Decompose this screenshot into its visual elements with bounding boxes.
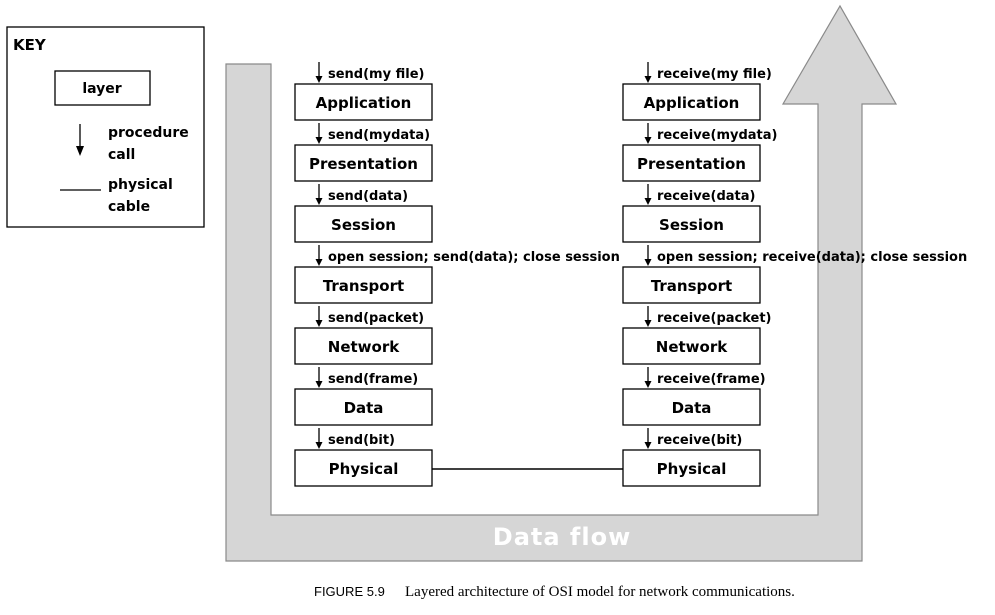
receiver-call-arrowhead-icon (644, 442, 652, 449)
key-procedure-arrowhead-icon (76, 146, 84, 156)
sender-procedure-call-label: send(my file) (328, 67, 424, 82)
sender-procedure-call-label: send(mydata) (328, 128, 430, 143)
key-cable-label-2: cable (108, 199, 150, 215)
data-flow-arrow: Data flow (225, 4, 898, 562)
receiver-call-arrowhead-icon (644, 381, 652, 388)
receiver-layer-label: Transport (651, 277, 732, 295)
receiver-call-arrowhead-icon (644, 198, 652, 205)
receiver-layer-box (622, 144, 761, 182)
figure-caption: FIGURE 5.9 Layered architecture of OSI m… (314, 584, 795, 600)
receiver-stack: receive(my file) Application receive(mydat… (622, 62, 967, 487)
key-layer-sample-box (54, 70, 151, 106)
key-frame (6, 26, 205, 228)
sender-layer-label: Application (316, 94, 412, 112)
caption-text: Layered architecture of OSI model for ne… (405, 584, 795, 600)
key-cable-label-1: physical (108, 177, 173, 193)
sender-call-arrowhead-icon (315, 442, 323, 449)
receiver-layer-box (622, 266, 761, 304)
receiver-layer-label: Network (656, 338, 728, 356)
receiver-procedure-call-label: receive(data) (657, 189, 755, 204)
data-flow-arrow-shape (225, 4, 898, 562)
caption-number: FIGURE 5.9 (314, 584, 385, 599)
sender-call-arrowhead-icon (315, 259, 323, 266)
sender-layer-label: Transport (323, 277, 404, 295)
receiver-layer-label: Physical (657, 460, 727, 478)
receiver-layer-box (622, 449, 761, 487)
key-title: KEY (13, 36, 47, 54)
receiver-call-arrowhead-icon (644, 76, 652, 83)
sender-layer-box (294, 83, 433, 121)
receiver-layer-box (622, 83, 761, 121)
key-legend: KEY layer procedure call physical cable (6, 26, 205, 228)
receiver-layer-label: Application (644, 94, 740, 112)
sender-stack: send(my file) Application send(mydata) Pres… (294, 62, 620, 487)
sender-procedure-call-label: open session; send(data); close session (328, 250, 620, 265)
receiver-procedure-call-label: receive(packet) (657, 311, 772, 326)
receiver-procedure-call-label: receive(mydata) (657, 128, 777, 143)
sender-layer-box (294, 266, 433, 304)
sender-call-arrowhead-icon (315, 381, 323, 388)
receiver-layer-box (622, 205, 761, 243)
sender-layer-label: Physical (329, 460, 399, 478)
sender-layer-box (294, 449, 433, 487)
sender-layer-label: Network (328, 338, 400, 356)
key-procedure-label-1: procedure (108, 125, 189, 141)
receiver-layer-label: Session (659, 216, 724, 234)
sender-call-arrowhead-icon (315, 76, 323, 83)
sender-layer-label: Session (331, 216, 396, 234)
sender-layer-label: Data (344, 399, 384, 417)
sender-procedure-call-label: send(data) (328, 189, 408, 204)
receiver-call-arrowhead-icon (644, 259, 652, 266)
receiver-layer-label: Presentation (637, 155, 746, 173)
key-procedure-label-2: call (108, 147, 135, 163)
key-layer-label: layer (82, 81, 121, 97)
sender-call-arrowhead-icon (315, 320, 323, 327)
receiver-layer-box (622, 388, 761, 426)
sender-layer-box (294, 327, 433, 365)
receiver-procedure-call-label: open session; receive(data); close sessi… (657, 250, 967, 265)
receiver-layer-label: Data (672, 399, 712, 417)
sender-layer-box (294, 144, 433, 182)
receiver-procedure-call-label: receive(bit) (657, 433, 742, 448)
receiver-layer-box (622, 327, 761, 365)
receiver-call-arrowhead-icon (644, 137, 652, 144)
sender-call-arrowhead-icon (315, 198, 323, 205)
sender-procedure-call-label: send(frame) (328, 372, 418, 387)
sender-layer-box (294, 388, 433, 426)
sender-layer-box (294, 205, 433, 243)
sender-procedure-call-label: send(bit) (328, 433, 395, 448)
receiver-procedure-call-label: receive(my file) (657, 67, 772, 82)
sender-call-arrowhead-icon (315, 137, 323, 144)
sender-layer-label: Presentation (309, 155, 418, 173)
data-flow-label: Data flow (493, 523, 631, 551)
sender-procedure-call-label: send(packet) (328, 311, 424, 326)
receiver-call-arrowhead-icon (644, 320, 652, 327)
receiver-procedure-call-label: receive(frame) (657, 372, 766, 387)
